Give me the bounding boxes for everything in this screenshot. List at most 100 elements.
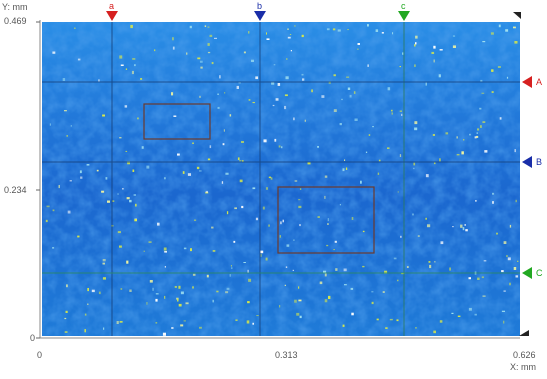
speckle [433,59,435,63]
speckle [439,49,443,51]
cursor-marker-a[interactable] [106,11,118,21]
speckle [77,58,81,61]
speckle [199,95,201,98]
cursor-c-label: c [401,1,406,11]
speckle [52,209,55,212]
speckle [262,206,265,210]
speckle [120,64,124,66]
speckle [343,268,347,272]
speckle [482,121,486,123]
speckle [375,29,379,32]
speckle [349,94,352,98]
speckle [282,219,284,223]
speckle [415,327,417,329]
cursor-marker-b[interactable] [254,11,266,21]
speckle [341,98,343,101]
speckle [130,24,133,29]
speckle [449,267,451,271]
cursor-a-label: a [109,1,115,11]
speckle [353,91,356,94]
speckle [507,257,511,261]
speckle [371,301,374,305]
speckle [293,117,295,121]
speckle [332,28,336,31]
speckle [350,287,354,290]
height-map[interactable] [42,22,520,336]
speckle [483,260,487,262]
speckle [438,74,441,78]
speckle [178,303,182,307]
speckle [132,58,136,60]
height-map-texture [42,22,520,336]
cursor-marker-c[interactable] [398,11,410,21]
speckle [102,114,105,117]
speckle [399,110,402,112]
speckle [199,60,203,63]
speckle [509,224,512,228]
speckle [263,139,267,143]
speckle [239,160,242,162]
speckle [515,275,519,278]
speckle [164,251,167,253]
speckle [365,151,368,153]
speckle [482,41,486,43]
speckle [346,76,350,78]
speckle [265,257,268,261]
speckle [376,318,379,321]
speckle [425,174,429,178]
speckle [272,104,275,107]
cursor-c-triangle [398,11,410,21]
speckle [506,255,508,257]
cursor-marker-A[interactable] [522,76,532,88]
speckle [513,26,516,29]
speckle [224,92,226,94]
speckle [196,166,200,170]
speckle [415,42,417,45]
speckle [225,291,229,294]
speckle [252,102,255,104]
speckle [230,265,232,267]
speckle [335,268,338,271]
speckle [107,200,110,203]
speckle [265,187,268,190]
speckle [173,115,177,117]
roi-box-1[interactable] [143,103,211,140]
speckle [289,34,292,35]
speckle [292,269,294,271]
speckle [333,74,336,77]
speckle [260,250,264,254]
speckle [222,143,225,146]
speckle [247,269,249,273]
cursor-A-label: A [536,77,543,87]
speckle [148,241,152,243]
speckle [141,146,144,149]
speckle [324,195,326,199]
speckle [286,58,288,60]
speckle [479,107,482,110]
cursor-marker-B[interactable] [522,156,532,168]
speckle [177,153,180,156]
speckle [287,28,289,30]
speckle [307,162,311,165]
speckle [183,320,186,322]
speckle [270,177,273,180]
speckle [102,262,105,265]
speckle [439,320,443,323]
speckle [199,326,202,329]
speckle [271,81,275,85]
speckle [66,135,68,137]
speckle [428,261,431,263]
cursor-b-label: b [257,1,263,11]
speckle [440,241,444,245]
speckle [266,32,267,35]
speckle [434,162,436,165]
speckle [432,134,435,136]
speckle [197,57,201,60]
cursor-marker-C[interactable] [522,267,532,279]
speckle [293,239,295,241]
speckle [102,277,106,280]
cursor-B-label: B [536,157,543,167]
roi-box-2[interactable] [277,186,375,254]
speckle [157,222,160,226]
speckle [433,330,436,334]
